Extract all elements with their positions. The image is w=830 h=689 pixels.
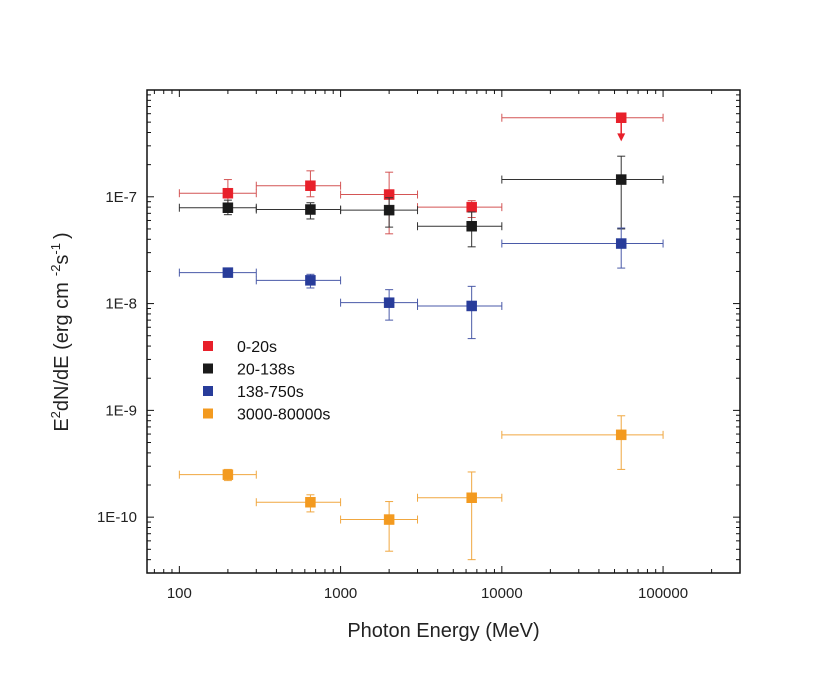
data-point (466, 220, 477, 232)
series-20-138s (178, 155, 664, 248)
data-point (466, 201, 477, 213)
data-series (178, 112, 664, 561)
legend-label: 3000-80000s (237, 407, 330, 424)
data-point (615, 174, 627, 185)
legend: 0-20s 20-138s 138-750s 3000-80000s (203, 339, 330, 424)
data-point (383, 204, 395, 216)
data-point (222, 202, 234, 213)
legend-swatch (203, 386, 213, 396)
data-point (383, 297, 395, 308)
series-138-750s (178, 227, 664, 340)
legend-label: 138-750s (237, 384, 304, 401)
x-tick-label: 1000 (324, 585, 357, 602)
legend-swatch (203, 341, 213, 351)
data-point (222, 187, 234, 199)
series-0-20s (178, 112, 664, 235)
y-title-suffix: ) (51, 232, 73, 239)
y-title-exp2: -2 (48, 265, 63, 277)
data-point (615, 429, 627, 441)
data-point (305, 496, 316, 508)
x-tick-label: 100 (167, 585, 192, 602)
data-point (466, 492, 477, 503)
y-title-prefix: E (51, 418, 73, 431)
data-point (383, 514, 395, 525)
y-title-exp1: 2 (48, 411, 63, 418)
legend-swatch (203, 363, 213, 374)
y-tick-label: 1E-7 (105, 189, 137, 206)
plot-frame (146, 89, 741, 574)
legend-label: 0-20s (237, 339, 277, 356)
data-point (466, 300, 477, 312)
upper-limit-arrow-head (617, 133, 626, 142)
y-tick-label: 1E-10 (97, 509, 137, 526)
series-3000-80000s (178, 415, 664, 561)
data-point (305, 275, 316, 286)
y-tick-label: 1E-8 (105, 296, 137, 313)
y-title-exp3: -1 (48, 243, 63, 255)
data-point (305, 204, 316, 215)
x-axis: 100 1000 10000 100000 (153, 90, 741, 602)
data-point (305, 180, 316, 191)
y-axis: 1E-7 1E-8 1E-9 1E-10 (97, 89, 740, 574)
y-tick-label: 1E-9 (105, 402, 137, 419)
y-axis-title: E2dN/dE (erg cm -2s-1) (48, 232, 73, 431)
y-title-middle: dN/dE (erg cm (51, 282, 73, 411)
x-axis-title: Photon Energy (MeV) (347, 620, 539, 642)
data-point (222, 469, 234, 480)
data-point (222, 267, 234, 278)
x-tick-label: 100000 (638, 585, 688, 602)
legend-swatch (203, 408, 213, 419)
x-tick-label: 10000 (481, 585, 523, 602)
legend-label: 20-138s (237, 362, 295, 379)
data-point (615, 112, 627, 123)
data-point (615, 238, 627, 249)
y-title-sep: s (51, 255, 73, 265)
